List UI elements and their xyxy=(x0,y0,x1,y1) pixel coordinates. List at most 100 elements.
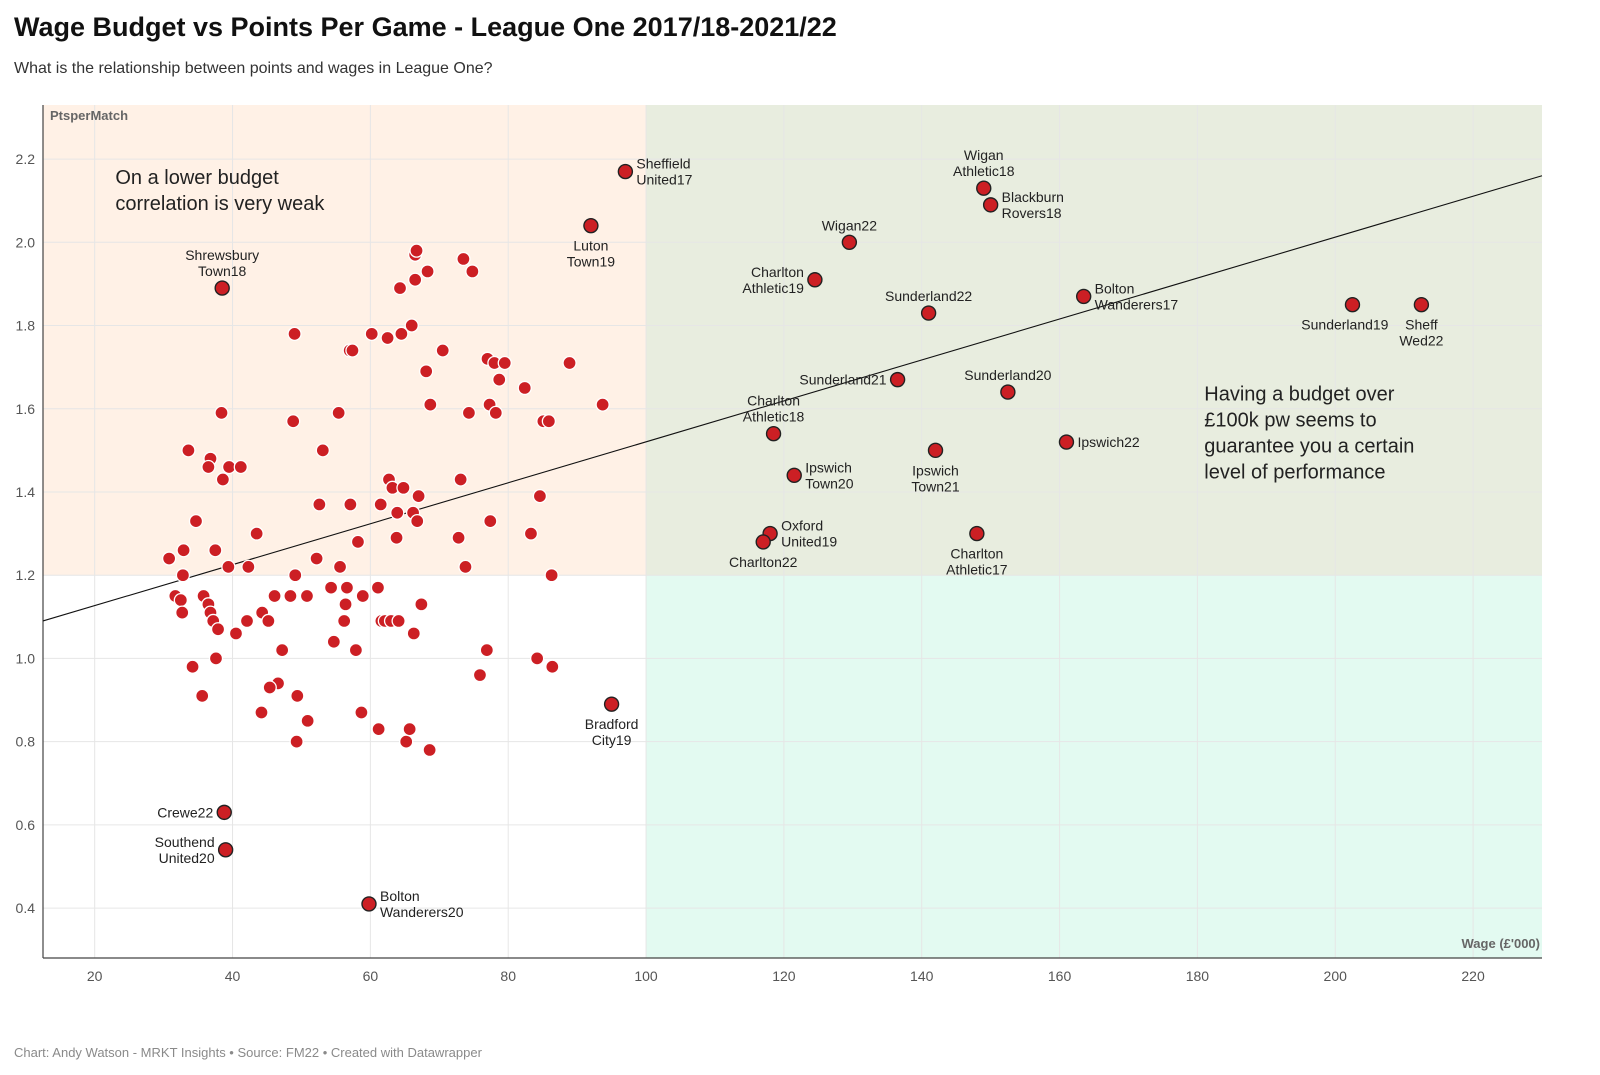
data-point xyxy=(465,264,480,279)
data-point xyxy=(299,588,315,604)
data-point xyxy=(241,559,256,575)
point-label: Charlton Athletic18 xyxy=(743,393,805,425)
data-point xyxy=(461,405,477,421)
point-label: Sunderland21 xyxy=(799,372,886,388)
point-label: Sheff Wed22 xyxy=(1399,317,1443,349)
data-point xyxy=(289,734,304,749)
point-label: Wigan22 xyxy=(822,217,877,233)
data-point xyxy=(175,568,191,583)
data-point xyxy=(389,530,404,545)
point-label: Sunderland19 xyxy=(1301,317,1388,333)
point-label-line: Shrewsbury xyxy=(185,247,259,263)
y-tick-label: 2.2 xyxy=(16,151,36,167)
data-point xyxy=(343,497,358,512)
point-label-line: Charlton22 xyxy=(729,554,798,570)
scatter-chart: 20 40 60 80 100 120 140 160 180 200 220 0.4 0.6 0.8 1.… xyxy=(16,105,1543,984)
data-point xyxy=(239,613,255,629)
data-point xyxy=(595,397,610,412)
point-label-line: Sunderland22 xyxy=(885,288,972,304)
annotation-line: level of performance xyxy=(1204,461,1385,483)
point-label: Crewe22 xyxy=(157,804,213,820)
labeled-data-point xyxy=(1000,384,1016,400)
point-label-line: United19 xyxy=(781,534,837,550)
y-tick-label: 0.4 xyxy=(16,900,36,916)
point-label: Charlton Athletic17 xyxy=(946,546,1008,578)
data-point xyxy=(370,580,386,595)
data-point xyxy=(339,580,355,595)
data-point xyxy=(261,613,276,629)
y-tick-label: 1.4 xyxy=(16,484,36,500)
high-budget-note: Having a budget over £100k pw seems to gua… xyxy=(1204,383,1414,483)
data-point xyxy=(345,343,360,358)
y-tick-label: 1.8 xyxy=(16,318,36,334)
chart-title: Wage Budget vs Points Per Game - League … xyxy=(14,12,837,42)
data-point xyxy=(221,559,236,575)
point-label-line: Southend xyxy=(155,834,215,850)
data-point xyxy=(354,705,369,720)
point-label-line: United20 xyxy=(159,850,215,866)
background-regions xyxy=(43,105,1542,958)
point-label-line: Bolton xyxy=(1095,280,1135,296)
point-label-line: Athletic18 xyxy=(953,163,1015,179)
data-point xyxy=(201,459,216,475)
data-point xyxy=(287,326,302,342)
point-label-line: Town19 xyxy=(567,254,615,270)
data-point xyxy=(233,459,248,475)
data-point xyxy=(406,626,421,641)
data-point xyxy=(309,551,324,566)
point-label-line: United17 xyxy=(636,172,692,188)
data-point xyxy=(348,642,364,658)
data-point xyxy=(380,330,395,346)
data-point xyxy=(208,543,223,558)
data-point xyxy=(419,364,434,379)
trend-line xyxy=(42,175,1543,622)
point-label: Luton Town19 xyxy=(567,238,615,270)
labeled-data-point xyxy=(927,442,944,459)
data-point xyxy=(399,734,414,749)
point-label-line: Sheff xyxy=(1405,317,1438,333)
annotation-line: Having a budget over xyxy=(1204,383,1394,405)
data-point xyxy=(435,343,450,358)
data-point xyxy=(390,505,405,520)
x-tick-label: 220 xyxy=(1461,968,1485,984)
chart-subtitle: What is the relationship between points … xyxy=(14,60,493,77)
point-label: Wigan Athletic18 xyxy=(953,147,1015,179)
data-point xyxy=(267,588,282,604)
point-label-line: Wed22 xyxy=(1399,333,1443,349)
x-tick-label: 180 xyxy=(1186,968,1210,984)
point-label-line: Oxford xyxy=(781,518,823,534)
point-label-line: Athletic17 xyxy=(946,562,1008,578)
data-point xyxy=(175,605,190,620)
data-points xyxy=(161,243,610,758)
labeled-data-point xyxy=(841,234,858,251)
labeled-data-point xyxy=(755,534,771,550)
labeled-data-point xyxy=(603,696,620,712)
labeled-data-point xyxy=(583,217,599,234)
data-point xyxy=(214,405,229,421)
data-point xyxy=(228,626,244,641)
data-point xyxy=(323,580,339,595)
data-point xyxy=(544,568,559,583)
data-point xyxy=(215,472,231,487)
annotation-line: On a lower budget xyxy=(115,167,279,189)
point-label-line: Ipswich xyxy=(805,459,852,475)
point-label-line: Wanderers17 xyxy=(1095,296,1179,312)
labeled-data-point xyxy=(1075,288,1092,305)
data-point xyxy=(517,380,532,396)
data-point xyxy=(208,651,224,666)
point-label-line: Town20 xyxy=(805,475,853,491)
point-label: Southend United20 xyxy=(155,834,215,866)
data-point xyxy=(254,705,269,720)
labeled-data-point xyxy=(976,180,992,196)
data-point xyxy=(456,251,471,267)
data-point xyxy=(161,551,177,566)
region-high-budget-good xyxy=(646,105,1542,576)
point-label: Blackburn Rovers18 xyxy=(1002,189,1064,221)
point-label-line: Charlton xyxy=(747,393,800,409)
data-point xyxy=(288,568,303,583)
data-point xyxy=(472,667,488,683)
y-tick-label: 1.2 xyxy=(16,567,36,583)
data-point xyxy=(530,651,545,666)
data-point xyxy=(332,559,348,575)
